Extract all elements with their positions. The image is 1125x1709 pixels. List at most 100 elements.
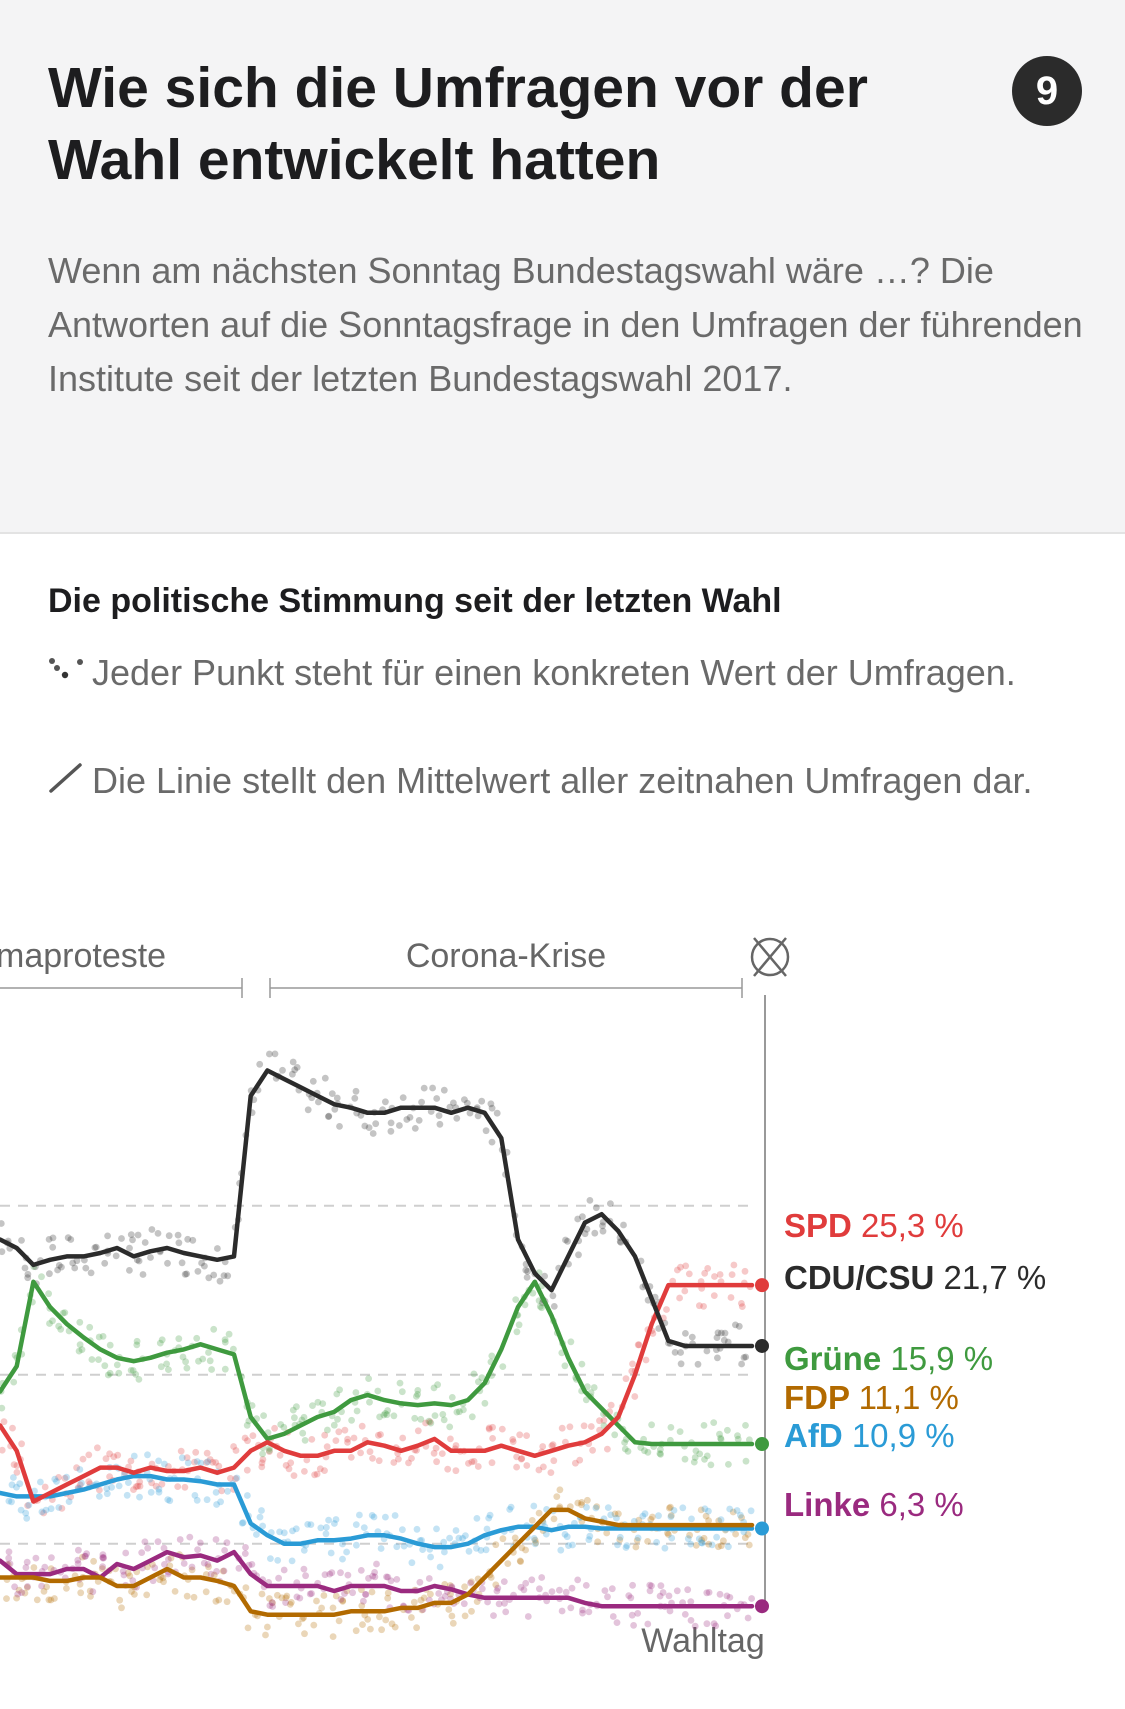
poll-point (686, 1531, 693, 1539)
poll-point (644, 1538, 651, 1545)
note-line: Die Linie stellt den Mittelwert aller ze… (48, 754, 1048, 808)
poll-point (165, 1463, 172, 1470)
poll-point (732, 1321, 739, 1329)
poll-point (104, 1232, 111, 1240)
poll-point (616, 1533, 624, 1541)
poll-point (119, 1567, 127, 1575)
poll-point (608, 1585, 616, 1593)
poll-point (371, 1569, 378, 1576)
poll-point (713, 1533, 720, 1541)
poll-point (205, 1274, 213, 1282)
poll-point (242, 1584, 250, 1592)
poll-point (155, 1485, 163, 1493)
poll-point (530, 1502, 538, 1510)
poll-point (157, 1363, 165, 1371)
diagonal-line-icon (49, 763, 82, 793)
poll-point (726, 1594, 734, 1601)
poll-point (727, 1294, 735, 1301)
poll-point (707, 1461, 715, 1469)
poll-point (143, 1591, 151, 1599)
poll-point (95, 1333, 103, 1341)
poll-point (393, 1543, 401, 1551)
poll-point (328, 1569, 336, 1577)
poll-point (673, 1587, 681, 1595)
label-value-grne: 15,9 % (890, 1340, 993, 1377)
poll-point (130, 1452, 138, 1460)
poll-point (452, 1467, 460, 1475)
poll-point (337, 1569, 344, 1577)
poll-point (276, 1528, 283, 1536)
poll-point (528, 1517, 536, 1524)
poll-point (435, 1112, 443, 1119)
poll-point (656, 1450, 664, 1457)
poll-point (0, 1418, 8, 1426)
poll-point (362, 1591, 369, 1598)
poll-point (129, 1367, 137, 1374)
poll-point (742, 1457, 750, 1465)
poll-point (321, 1467, 328, 1474)
label-cducsu: CDU/CSU 21,7 % (784, 1259, 1046, 1296)
poll-point (393, 1576, 401, 1583)
poll-point (178, 1454, 186, 1462)
poll-point (344, 1438, 351, 1446)
poll-point (530, 1535, 538, 1542)
poll-point (183, 1454, 191, 1462)
poll-point (587, 1423, 595, 1430)
poll-point (307, 1521, 315, 1528)
poll-point (91, 1244, 99, 1251)
poll-point (586, 1532, 594, 1540)
poll-point (721, 1329, 729, 1337)
poll-point (258, 1507, 265, 1514)
poll-point (134, 1482, 142, 1490)
poll-point (191, 1492, 199, 1499)
endpoint-spd (755, 1278, 769, 1293)
poll-point (241, 1434, 249, 1442)
poll-point (156, 1576, 164, 1584)
poll-point (427, 1419, 435, 1427)
poll-point (733, 1507, 741, 1514)
poll-point (713, 1334, 721, 1341)
poll-point (88, 1356, 96, 1363)
poll-point (165, 1556, 172, 1563)
poll-point (700, 1422, 708, 1429)
poll-point (641, 1447, 648, 1455)
poll-point (607, 1401, 615, 1409)
poll-point (61, 1309, 69, 1316)
poll-point (82, 1552, 89, 1560)
poll-point (271, 1050, 279, 1058)
poll-point (501, 1599, 508, 1607)
poll-point (75, 1347, 83, 1355)
poll-point (76, 1580, 84, 1588)
label-value-spd: 25,3 % (861, 1207, 964, 1244)
poll-point (181, 1270, 189, 1278)
poll-point (679, 1504, 687, 1512)
poll-point (336, 1123, 343, 1130)
poll-point (564, 1237, 571, 1245)
poll-point (466, 1109, 474, 1117)
poll-point (710, 1292, 718, 1299)
line-afd (0, 1473, 755, 1550)
poll-point (615, 1510, 622, 1518)
poll-point (434, 1381, 441, 1389)
poll-point (118, 1235, 125, 1242)
poll-point (488, 1352, 496, 1360)
poll-point (318, 1604, 325, 1612)
poll-point (523, 1432, 530, 1439)
poll-point (266, 1602, 274, 1609)
poll-point (524, 1267, 531, 1275)
poll-point (55, 1322, 63, 1330)
poll-point (482, 1546, 490, 1554)
poll-point (235, 1564, 243, 1572)
poll-point (611, 1510, 619, 1518)
poll-point (735, 1322, 743, 1330)
poll-point (349, 1589, 356, 1597)
poll-point (23, 1514, 31, 1522)
poll-point (86, 1323, 94, 1331)
poll-point (175, 1335, 183, 1343)
poll-point (5, 1497, 13, 1505)
label-name-afd: AfD (784, 1417, 852, 1454)
poll-point (621, 1445, 629, 1453)
poll-point (405, 1459, 412, 1467)
label-value-linke: 6,3 % (879, 1486, 963, 1523)
poll-point (677, 1360, 685, 1368)
